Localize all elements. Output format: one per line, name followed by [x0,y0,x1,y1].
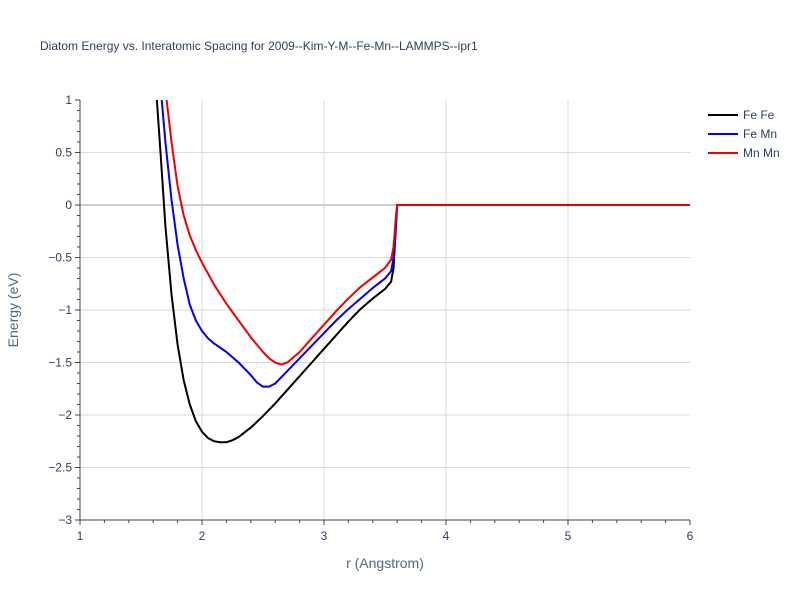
x-tick-label: 3 [321,529,328,543]
y-tick-label: 0 [65,198,72,212]
x-tick-label: 4 [443,529,450,543]
y-tick-label: −2.5 [48,461,72,475]
chart-title: Diatom Energy vs. Interatomic Spacing fo… [40,39,478,53]
x-tick-label: 1 [77,529,84,543]
series-layer [155,100,690,444]
legend-item-fe-fe[interactable]: Fe Fe [708,108,775,122]
y-tick-label: −3 [58,513,72,527]
legend-label: Fe Fe [743,108,775,122]
axes: 1 2 3 4 5 6 1 0.5 0 −0.5 −1 −1.5 −2 −2.5 −3 [48,93,693,543]
x-tick-label: 5 [565,529,572,543]
y-tick-label: −1 [58,303,72,317]
x-tick-label: 2 [199,529,206,543]
y-tick-label: −1.5 [48,356,72,370]
x-tick-label: 6 [687,529,694,543]
y-tick-label: −2 [58,408,72,422]
legend-label: Mn Mn [743,146,780,160]
y-tick-label: 0.5 [55,146,72,160]
x-axis-title: r (Angstrom) [346,555,424,571]
y-tick-label: 1 [65,93,72,107]
series-line-mn-mn [165,100,690,366]
y-tick-label: −0.5 [48,251,72,265]
legend[interactable]: Fe Fe Fe Mn Mn Mn [708,108,780,160]
legend-label: Fe Mn [743,127,777,141]
legend-item-fe-mn[interactable]: Fe Mn [708,127,777,141]
legend-item-mn-mn[interactable]: Mn Mn [708,146,780,160]
y-axis-title: Energy (eV) [5,273,21,348]
